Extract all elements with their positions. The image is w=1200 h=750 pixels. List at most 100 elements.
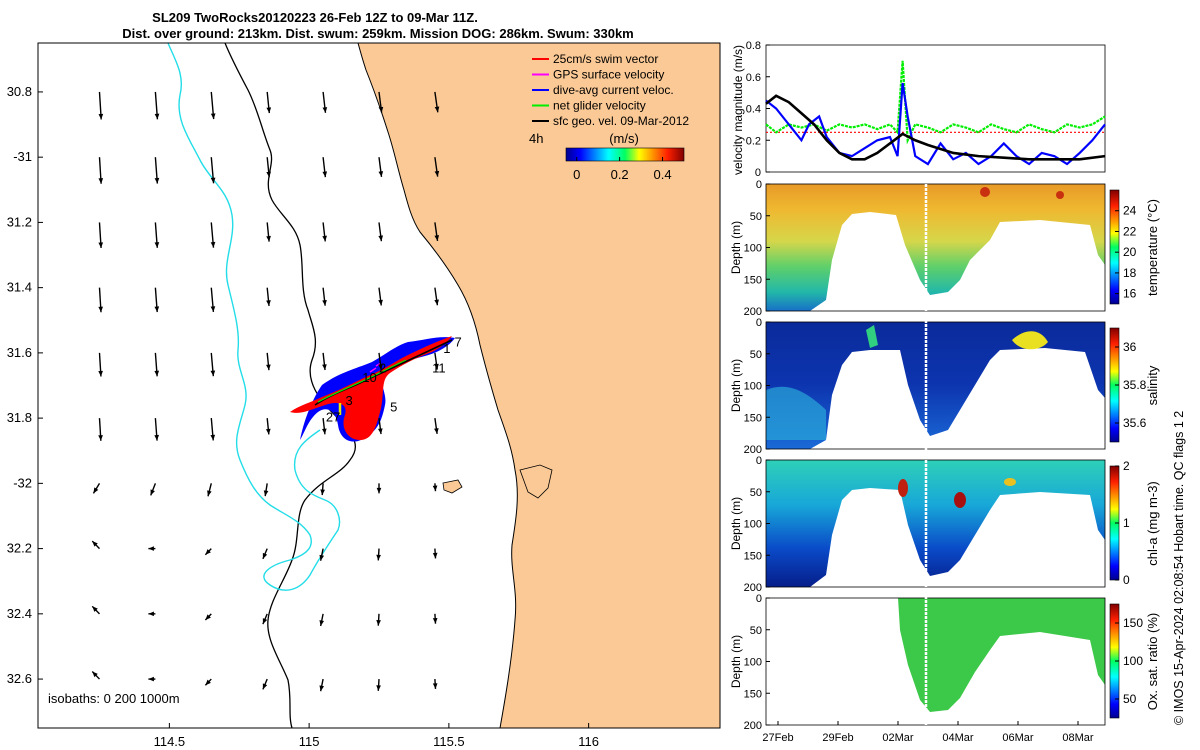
oxygen-panel [765,597,1120,726]
velocity-arrow-head [434,299,439,306]
depth-tick-label: 200 [744,720,762,732]
track-label: 7 [454,334,461,349]
velocity-arrow-head [376,685,381,691]
velocity-arrow-head [434,363,439,370]
velocity-arrow-head [378,299,383,306]
depth-axis-label: Depth (m) [729,221,743,274]
velocity-arrow-head [98,370,103,377]
velocity-arrow-head [322,364,327,370]
map-island [519,464,553,499]
velocity-arrow-head [432,618,438,624]
salinity-mid-patch [866,325,878,348]
velocity-arrow-head [98,306,104,313]
velocity-arrow-head [98,178,104,184]
time-label: 4h [529,131,543,146]
velocity-arrow-head [154,370,160,377]
map-x-axis: 114.5 115 115.5 116 [154,723,599,749]
colorbar-tick-label: 2 [1123,459,1130,473]
map-y-tick-label: -32 [13,475,32,490]
track-label: 10 [362,370,376,385]
velocity-arrow-head [266,171,271,178]
velocity-arrow-head [432,683,438,689]
track-label: 27 [326,409,340,424]
depth-tick-label: 150 [744,550,762,562]
depth-tick-label: 150 [744,274,762,286]
map-x-tick-label: 114.5 [154,734,186,749]
velocity-arrow-head [92,671,98,678]
colorbar-label: chl-a (mg m-3) [1145,481,1160,566]
map-y-tick-label: 32.4 [7,606,32,621]
velocity-arrow-head [434,170,440,177]
velocity-arrow-head [319,685,325,692]
colorbar-tick-label: 0 [1123,573,1130,587]
velocity-arrow-head [376,619,381,626]
track-label: 11 [432,360,446,375]
map-x-tick-label: 115 [299,734,320,749]
time-tick-label: 02Mar [882,732,914,744]
depth-tick-label: 0 [756,593,762,605]
map-colorbar-ticks: 0 0.2 0.4 [573,157,672,182]
legend-label: sfc geo. vel. 09-Mar-2012 [553,114,689,128]
map-island-small [442,479,463,494]
velocity-arrow-head [322,235,327,242]
velocity-arrow-head [434,106,440,113]
time-tick-label: 29Feb [822,732,853,744]
velocity-series [765,60,1106,166]
map-y-tick-label: 31.8 [7,410,32,425]
colorbar-tick-label: 20 [1123,245,1137,259]
velocity-arrow-head [205,679,211,686]
velocity-arrow-head [150,489,155,496]
velocity-arrow-head [98,435,103,441]
depth-axis-label: Depth (m) [729,359,743,412]
temperature-field [766,184,1105,311]
velocity-arrow-head [378,235,384,242]
colorbar-tick-label: 1 [1123,516,1130,530]
velocity-arrow-head [262,552,268,559]
depth-tick-label: 50 [750,625,762,637]
velocity-arrow-head [378,171,384,177]
velocity-arrow-head [93,487,99,494]
map-y-tick-label: 31.6 [7,345,32,360]
velocity-series-line [765,82,1106,166]
colorbar-tick-label: 36 [1123,340,1137,354]
velocity-arrow-head [210,434,216,441]
figure-title-line1: SL209 TwoRocks20120223 26-Feb 12Z to 09-… [152,10,478,25]
velocity-arrow-head [210,177,216,184]
colorbar-tick-label: 24 [1123,204,1137,218]
time-tick-label: 04Mar [942,732,974,744]
legend-label: dive-avg current veloc. [553,83,674,97]
velocity-y-tick-label: 0 [755,167,761,179]
depth-tick-label: 200 [744,444,762,456]
velocity-arrow-head [434,428,439,434]
salinity-panel [765,321,1120,450]
map-y-axis: 30.8 -31 31.2 31.4 31.6 31.8 -32 32.2 32.4 32.6 [7,84,43,686]
velocity-arrow-head [322,107,328,113]
depth-tick-label: 0 [756,455,762,467]
figure-title-line2: Dist. over ground: 213km. Dist. swum: 25… [122,26,634,41]
colorbar-label: salinity [1145,365,1160,405]
velocity-series-line [765,94,1106,161]
velocity-arrow-head [210,306,216,312]
oxygen-field [898,598,1105,712]
isobath-1000m [167,42,341,591]
velocity-y-tick-label: 0.8 [746,40,761,52]
map-y-tick-label: -31 [13,149,32,164]
colorbar-label: temperature (°C) [1145,199,1160,296]
track-label: 3 [345,393,352,408]
depth-tick-label: 0 [756,179,762,191]
depth-axis-label: Depth (m) [729,635,743,688]
velocity-arrow-head [434,235,440,241]
colorbar-tick-label: 0.2 [611,167,629,182]
depth-tick-label: 50 [750,487,762,499]
velocity-arrow-head [432,485,438,492]
temp-hot-spot [1056,191,1064,199]
velocity-arrow-head [322,171,328,178]
map-x-tick-label: 115.5 [433,734,465,749]
track-label: 5 [390,400,397,415]
velocity-arrow-head [98,113,104,120]
depth-tick-label: 50 [750,349,762,361]
